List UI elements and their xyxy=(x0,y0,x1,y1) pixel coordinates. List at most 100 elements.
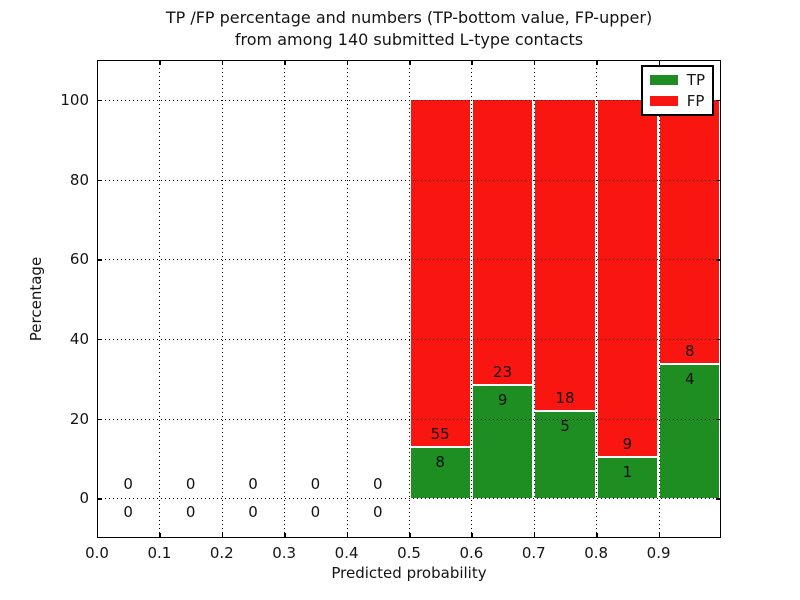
x-tick-mark xyxy=(658,60,661,65)
y-tick-mark xyxy=(97,99,102,102)
x-tick-label: 0.2 xyxy=(209,544,234,562)
x-tick-label: 0.4 xyxy=(334,544,359,562)
x-tick-mark xyxy=(159,60,161,65)
tp-count-label: 0 xyxy=(185,503,196,522)
gridline-horizontal xyxy=(97,179,721,181)
tp-count-label: 0 xyxy=(310,503,321,522)
bar-segment-fp xyxy=(660,99,720,366)
gridline-vertical xyxy=(159,60,161,538)
x-tick-label: 0.5 xyxy=(397,544,421,562)
x-tick-label: 0.9 xyxy=(646,544,671,562)
x-tick-mark xyxy=(346,60,349,65)
y-tick-mark xyxy=(97,338,102,341)
x-tick-label: 0.3 xyxy=(272,544,297,562)
tp-count-label: 0 xyxy=(373,503,383,522)
y-tick-mark xyxy=(716,418,721,420)
x-tick-label: 0.0 xyxy=(85,544,109,562)
x-tick-mark xyxy=(346,533,349,538)
tp-count-label: 5 xyxy=(560,416,570,435)
y-tick-mark xyxy=(97,498,102,500)
x-tick-label: 0.8 xyxy=(584,544,609,562)
y-tick-mark xyxy=(97,179,102,181)
bar-segment-fp xyxy=(597,99,658,459)
y-tick-mark xyxy=(716,99,721,102)
gridline-horizontal xyxy=(97,418,721,420)
fp-count-label: 0 xyxy=(310,475,321,494)
tp-count-label: 0 xyxy=(123,503,133,522)
legend: TP FP xyxy=(640,65,714,116)
y-tick-label: 80 xyxy=(69,170,89,189)
gridline-horizontal xyxy=(97,99,721,101)
x-tick-mark xyxy=(221,60,224,65)
bar-segment-tp xyxy=(472,386,533,499)
chart-title-line2: from among 140 submitted L-type contacts xyxy=(234,30,584,49)
bar-segment-tp xyxy=(410,447,470,499)
gridline-vertical xyxy=(221,60,223,538)
y-tick-label: 0 xyxy=(79,489,89,508)
fp-count-label: 18 xyxy=(555,388,575,407)
fp-count-label: 0 xyxy=(248,475,258,494)
fp-count-label: 0 xyxy=(185,475,196,494)
fp-count-label: 55 xyxy=(430,424,450,443)
y-tick-mark xyxy=(716,338,721,341)
fp-count-label: 8 xyxy=(685,342,695,361)
x-tick-mark xyxy=(284,60,286,65)
x-tick-mark xyxy=(409,60,411,65)
gridline-vertical xyxy=(471,60,473,538)
legend-item-fp: FP xyxy=(649,92,705,110)
x-tick-mark xyxy=(284,533,286,538)
gridline-vertical xyxy=(596,60,598,538)
x-tick-mark xyxy=(471,533,473,538)
x-tick-mark xyxy=(471,60,473,65)
x-tick-label: 0.1 xyxy=(147,544,172,562)
gridline-vertical xyxy=(409,60,410,538)
gridline-vertical xyxy=(284,60,286,538)
gridline-horizontal xyxy=(97,498,721,500)
chart-title: TP /FP percentage and numbers (TP-bottom… xyxy=(97,7,721,51)
x-tick-mark xyxy=(159,533,161,538)
gridline-horizontal xyxy=(97,259,721,261)
fp-count-label: 9 xyxy=(622,435,633,454)
fp-count-label: 0 xyxy=(123,475,133,494)
x-tick-label: 0.7 xyxy=(521,544,546,562)
x-tick-mark xyxy=(596,60,598,65)
y-tick-label: 40 xyxy=(69,329,89,348)
tp-count-label: 9 xyxy=(497,391,508,410)
gridline-vertical xyxy=(346,60,348,538)
y-tick-mark xyxy=(716,259,721,261)
bar-segment-tp xyxy=(535,411,595,499)
tp-count-label: 0 xyxy=(248,503,258,522)
fp-count-label: 23 xyxy=(493,363,513,382)
grid-layer xyxy=(97,60,721,538)
tp-count-label: 1 xyxy=(622,463,633,482)
bar-segment-tp xyxy=(660,365,720,499)
tp-count-label: 8 xyxy=(435,452,445,471)
legend-label-tp: TP xyxy=(686,71,705,89)
bar-segment-fp xyxy=(535,99,595,412)
legend-swatch-tp xyxy=(649,75,678,85)
x-tick-mark xyxy=(658,533,661,538)
tp-count-label: 4 xyxy=(685,370,695,389)
x-tick-label: 0.6 xyxy=(459,544,484,562)
chart-title-line1: TP /FP percentage and numbers (TP-bottom… xyxy=(165,8,653,27)
bar-segment-tp xyxy=(597,458,658,499)
bars-layer xyxy=(97,60,721,538)
fp-count-label: 0 xyxy=(373,475,383,494)
y-tick-mark xyxy=(716,179,721,181)
legend-label-fp: FP xyxy=(686,92,705,110)
bar-labels-layer: 0 0 0 0 0 0 0 0 0 0 55 8 23 9 18 5 9 1 8 4 xyxy=(97,60,721,538)
x-axis-label: Predicted probability xyxy=(331,564,487,582)
legend-item-tp: TP xyxy=(649,71,705,89)
y-tick-mark xyxy=(97,259,102,261)
gridline-vertical xyxy=(533,60,535,538)
plot-area: 0 0 0 0 0 0 0 0 0 0 55 8 23 9 18 5 9 1 8 4 TP FP xyxy=(97,60,721,538)
bar-segment-fp xyxy=(472,99,533,387)
bar-segment-fp xyxy=(410,99,470,448)
x-tick-mark xyxy=(221,533,224,538)
y-axis-label: Percentage xyxy=(27,256,45,342)
y-tick-label: 100 xyxy=(60,90,89,109)
y-tick-label: 60 xyxy=(69,250,89,269)
ticks-layer xyxy=(97,60,721,538)
y-tick-mark xyxy=(716,498,721,500)
